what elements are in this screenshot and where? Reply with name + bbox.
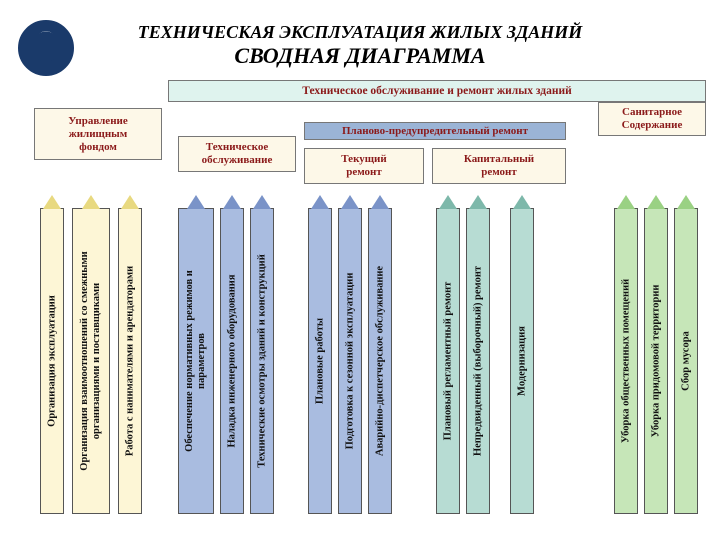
column-3: Обеспечение нормативных режимов ипарамет…	[178, 208, 214, 514]
column-label: Плановые работы	[315, 318, 326, 404]
column-arrow-icon	[43, 195, 61, 209]
column-label: Плановый регламентный ремонт	[443, 282, 454, 441]
hdr-cap-l1: Капитальный	[464, 153, 534, 166]
column-label: Уборка общественных помещений	[621, 279, 632, 443]
hdr-management-l2: жилищным	[69, 128, 128, 141]
column-label: Аварийно-диспетчерское обслуживание	[375, 266, 386, 456]
column-arrow-icon	[677, 195, 695, 209]
column-label: Обеспечение нормативных режимов ипарамет…	[184, 270, 208, 452]
column-arrow-icon	[371, 195, 389, 209]
column-13: Уборка придомовой территории	[644, 208, 668, 514]
column-label: Подготовка к сезонной эксплуатации	[345, 273, 356, 450]
column-label: Уборка придомовой территории	[651, 285, 662, 438]
hdr-cur-l2: ремонт	[346, 166, 382, 179]
column-arrow-icon	[647, 195, 665, 209]
column-label: Работа с нанимателями и арендаторами	[125, 266, 136, 456]
title-line-2: СВОДНАЯ ДИАГРАММА	[0, 43, 720, 69]
column-arrow-icon	[223, 195, 241, 209]
column-5: Технические осмотры зданий и конструкций	[250, 208, 274, 514]
column-arrow-icon	[439, 195, 457, 209]
column-0: Организация эксплуатации	[40, 208, 64, 514]
column-4: Наладка инженерного оборудования	[220, 208, 244, 514]
column-arrow-icon	[121, 195, 139, 209]
column-arrow-icon	[187, 195, 205, 209]
column-7: Подготовка к сезонной эксплуатации	[338, 208, 362, 514]
column-11: Модернизация	[510, 208, 534, 514]
title-line-1: ТЕХНИЧЕСКАЯ ЭКСПЛУАТАЦИЯ ЖИЛЫХ ЗДАНИЙ	[0, 0, 720, 43]
column-14: Сбор мусора	[674, 208, 698, 514]
column-arrow-icon	[469, 195, 487, 209]
top-band: Техническое обслуживание и ремонт жилых …	[168, 80, 706, 102]
column-arrow-icon	[341, 195, 359, 209]
column-label: Организация взаимоотношений со смежнымио…	[79, 251, 103, 470]
column-1: Организация взаимоотношений со смежнымио…	[72, 208, 110, 514]
column-6: Плановые работы	[308, 208, 332, 514]
logo	[18, 20, 74, 76]
column-arrow-icon	[617, 195, 635, 209]
hdr-cur-l1: Текущий	[341, 153, 386, 166]
hdr-current-repair: Текущий ремонт	[304, 148, 424, 184]
column-label: Технические осмотры зданий и конструкций	[257, 254, 268, 468]
column-label: Сбор мусора	[681, 331, 692, 391]
hdr-tech-l2: обслуживание	[202, 154, 273, 167]
hdr-san-l2: Содержание	[622, 119, 683, 132]
column-9: Плановый регламентный ремонт	[436, 208, 460, 514]
column-arrow-icon	[311, 195, 329, 209]
column-label: Модернизация	[517, 326, 528, 396]
hdr-planned-repair: Планово-предупредительный ремонт	[304, 122, 566, 140]
hdr-management-l3: фондом	[79, 141, 117, 154]
column-8: Аварийно-диспетчерское обслуживание	[368, 208, 392, 514]
hdr-management: Управление жилищным фондом	[34, 108, 162, 160]
hdr-management-l1: Управление	[68, 115, 128, 128]
column-10: Непредвиденный (выборочный) ремонт	[466, 208, 490, 514]
column-label: Организация эксплуатации	[47, 295, 58, 427]
hdr-tech-service: Техническое обслуживание	[178, 136, 296, 172]
column-arrow-icon	[82, 195, 100, 209]
column-arrow-icon	[253, 195, 271, 209]
column-label: Наладка инженерного оборудования	[227, 274, 238, 447]
column-arrow-icon	[513, 195, 531, 209]
hdr-san-l1: Санитарное	[622, 106, 682, 119]
hdr-capital-repair: Капитальный ремонт	[432, 148, 566, 184]
hdr-tech-l1: Техническое	[206, 141, 268, 154]
column-label: Непредвиденный (выборочный) ремонт	[473, 266, 484, 456]
hdr-cap-l2: ремонт	[481, 166, 517, 179]
column-12: Уборка общественных помещений	[614, 208, 638, 514]
hdr-sanitary: Санитарное Содержание	[598, 102, 706, 136]
column-2: Работа с нанимателями и арендаторами	[118, 208, 142, 514]
